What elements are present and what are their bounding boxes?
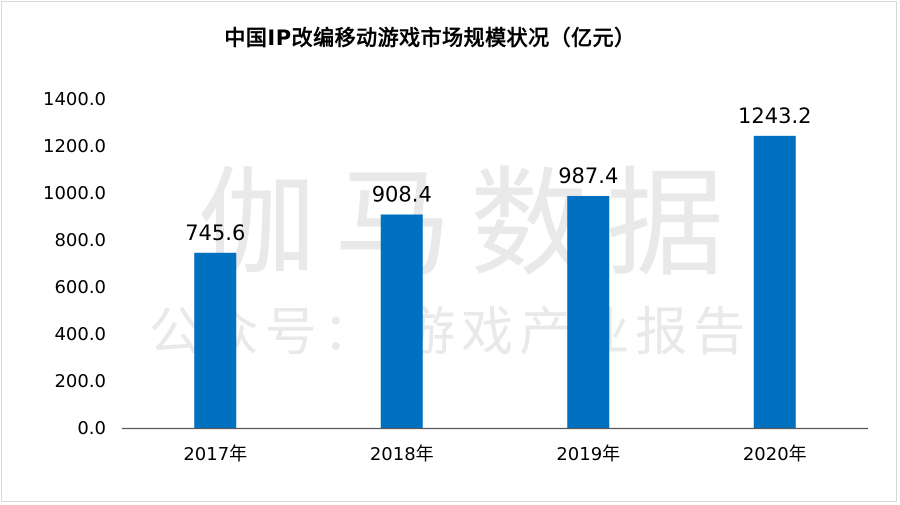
y-tick-label: 600.0 <box>54 277 106 298</box>
bar <box>380 214 423 428</box>
y-tick-label: 800.0 <box>54 230 106 251</box>
x-tick-label: 2018年 <box>370 444 434 465</box>
chart-title: 中国IP改编移动游戏市场规模状况（亿元） <box>224 26 636 50</box>
x-tick-label: 2017年 <box>183 444 247 465</box>
x-tick-label: 2020年 <box>743 444 807 465</box>
data-label: 1243.2 <box>738 104 811 128</box>
data-label: 745.6 <box>185 221 245 245</box>
y-tick-label: 1400.0 <box>43 89 106 110</box>
data-label: 987.4 <box>558 164 618 188</box>
bar <box>753 135 796 428</box>
data-label: 908.4 <box>372 183 432 207</box>
bar <box>194 252 237 428</box>
y-tick-label: 1000.0 <box>43 183 106 204</box>
y-tick-label: 400.0 <box>54 324 106 345</box>
y-tick-label: 200.0 <box>54 371 106 392</box>
y-tick-label: 1200.0 <box>43 136 106 157</box>
y-tick-label: 0.0 <box>77 418 106 439</box>
x-tick-label: 2019年 <box>556 444 620 465</box>
bar <box>567 195 610 428</box>
